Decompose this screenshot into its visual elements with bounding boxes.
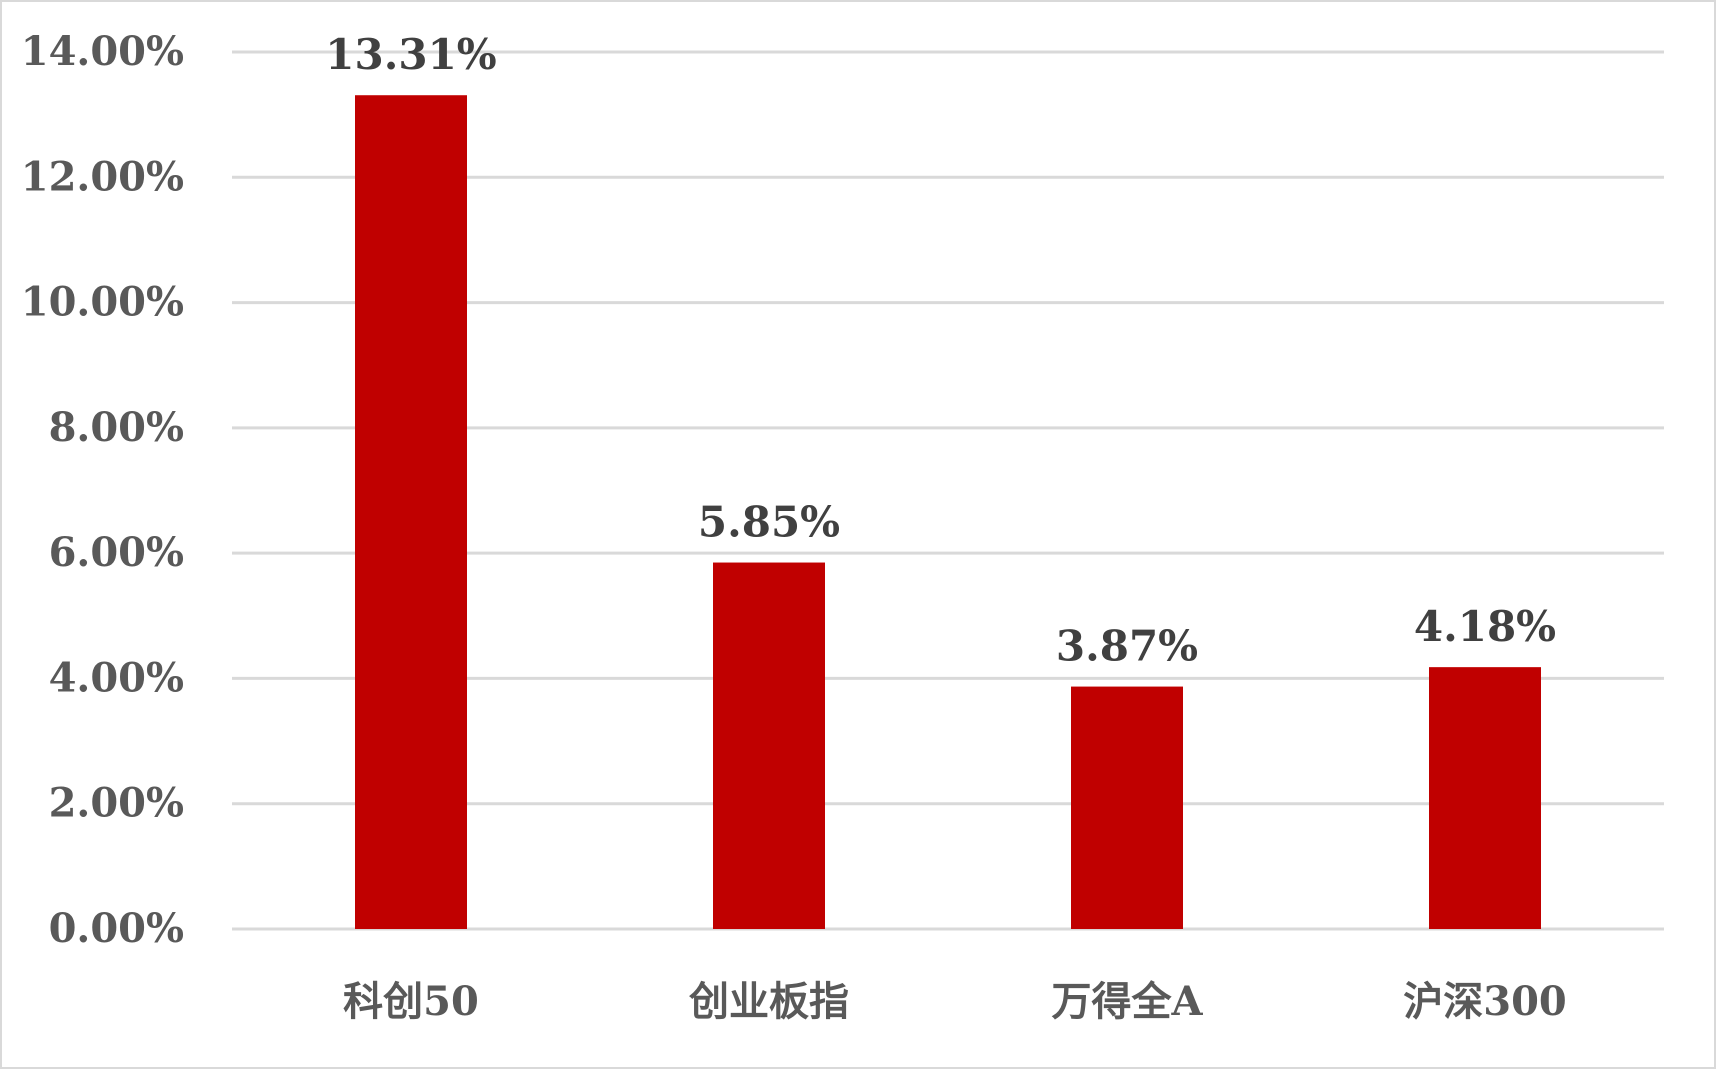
bars	[355, 95, 1541, 929]
category-label: 沪深300	[1403, 978, 1567, 1025]
y-tick-label: 12.00%	[21, 153, 184, 200]
bar	[1429, 667, 1541, 929]
category-label: 万得全A	[1051, 978, 1203, 1025]
category-label: 科创50	[343, 978, 479, 1025]
data-label: 3.87%	[1056, 622, 1198, 671]
y-axis-tick-labels: 0.00% 2.00% 4.00% 6.00% 8.00% 10.00% 12.00% 14.…	[21, 28, 184, 952]
y-tick-label: 0.00%	[49, 905, 184, 952]
bar	[713, 562, 825, 929]
data-label: 5.85%	[698, 498, 840, 547]
data-label: 4.18%	[1414, 602, 1556, 651]
y-tick-label: 10.00%	[21, 279, 184, 326]
y-tick-label: 4.00%	[49, 654, 184, 701]
data-labels: 13.31% 5.85% 3.87% 4.18%	[325, 30, 1556, 670]
bar	[1071, 686, 1183, 929]
gridlines	[232, 50, 1664, 931]
y-tick-label: 2.00%	[49, 780, 184, 827]
y-tick-label: 14.00%	[21, 28, 184, 75]
bar	[355, 95, 467, 929]
y-tick-label: 8.00%	[49, 404, 184, 451]
category-label: 创业板指	[689, 978, 849, 1025]
data-label: 13.31%	[325, 30, 496, 79]
x-axis-category-labels: 科创50 创业板指 万得全A 沪深300	[343, 978, 1567, 1025]
y-tick-label: 6.00%	[49, 529, 184, 576]
